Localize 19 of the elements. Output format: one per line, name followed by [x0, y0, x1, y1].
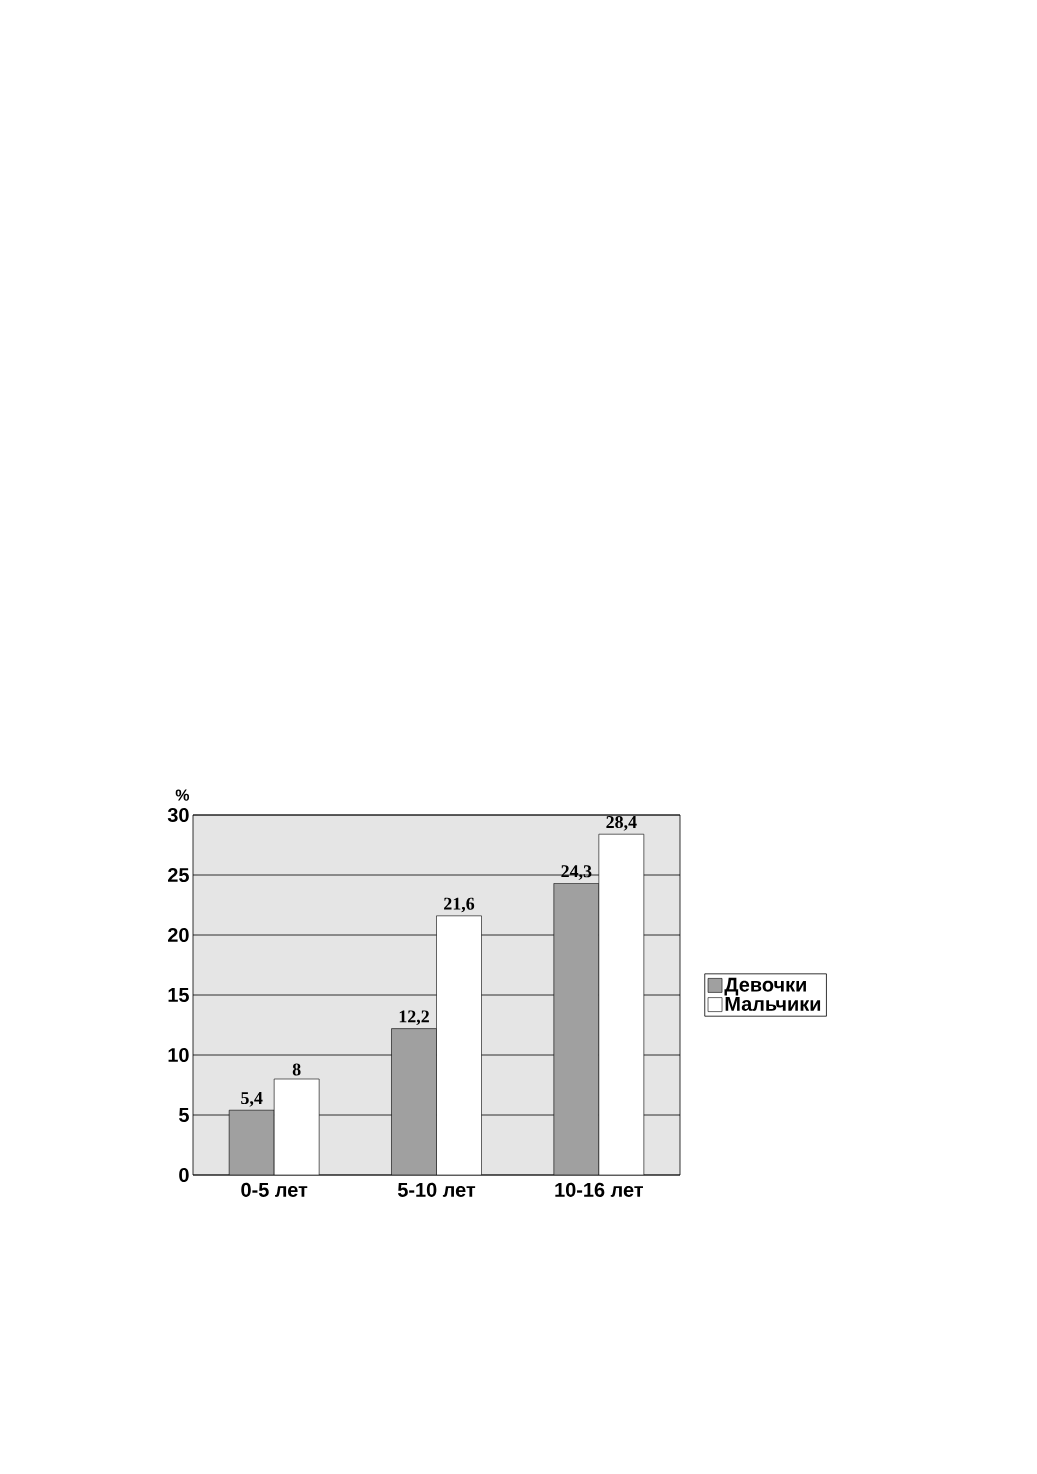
x-tick-label: 0-5 лет [241, 1182, 308, 1197]
y-axis-title: % [175, 789, 190, 801]
y-tick-label: 20 [168, 927, 189, 943]
y-tick-label: 0 [179, 1167, 189, 1183]
data-label: 28,4 [606, 816, 637, 831]
y-tick-label: 10 [168, 1047, 189, 1063]
data-label: 21,6 [444, 897, 475, 913]
data-label: 24,3 [561, 865, 592, 880]
y-tick-label: 25 [168, 867, 189, 883]
y-tick-label: 5 [179, 1108, 189, 1122]
data-label: 12,2 [399, 1010, 429, 1026]
y-tick-label: 15 [168, 988, 189, 1002]
legend-label: Мальчики [725, 997, 821, 1011]
data-label: 8 [292, 1063, 301, 1076]
y-tick-label: 30 [167, 807, 189, 823]
x-tick-label: 10-16 лет [555, 1182, 644, 1197]
data-label: 5,4 [241, 1092, 263, 1107]
x-tick-label: 5-10 лет [397, 1182, 476, 1197]
legend-label: Девочки [724, 977, 806, 996]
